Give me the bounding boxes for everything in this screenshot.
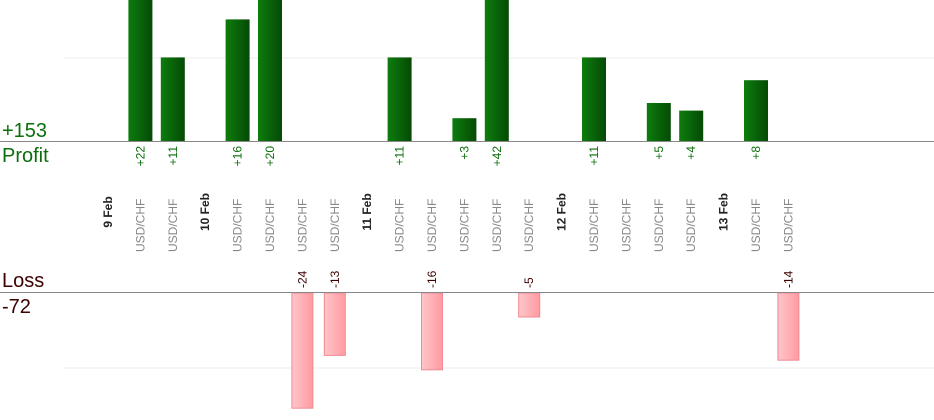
profit-value-label: +20 — [263, 146, 277, 167]
loss-bar — [777, 292, 800, 361]
tick-label: USD/CHF — [587, 199, 601, 252]
tick-label: USD/CHF — [522, 199, 536, 252]
profit-value-label: +11 — [587, 146, 601, 166]
loss-value-label: -16 — [425, 270, 439, 288]
profit-bar — [484, 0, 509, 141]
tick-label: USD/CHF — [619, 199, 633, 252]
tick-label: USD/CHF — [749, 199, 763, 252]
tick-label: USD/CHF — [425, 199, 439, 252]
tick-label: USD/CHF — [684, 199, 698, 252]
profit-value-label: +5 — [652, 146, 666, 160]
loss-value-label: -13 — [328, 270, 342, 288]
tick-label: USD/CHF — [295, 199, 309, 252]
profit-bar — [646, 103, 671, 141]
tick-label: USD/CHF — [231, 199, 245, 252]
date-label: 10 Feb — [198, 193, 212, 231]
profit-value-label: +11 — [166, 146, 180, 166]
tick-label: USD/CHF — [457, 199, 471, 252]
profit-value-label: +3 — [457, 146, 471, 160]
profit-bar — [387, 57, 412, 141]
profit-bar — [258, 0, 282, 141]
loss-value-label: -24 — [295, 270, 309, 288]
profit-bar — [452, 118, 477, 141]
profit-value-label: +42 — [490, 146, 504, 167]
profit-value-label: +8 — [749, 146, 763, 160]
profit-value-label: +11 — [393, 146, 407, 166]
tick-label: USD/CHF — [393, 199, 407, 252]
profit-bar — [679, 110, 704, 141]
profit-bar — [128, 0, 153, 141]
profit-bar — [160, 57, 185, 141]
loss-bar — [323, 292, 346, 356]
loss-bar — [518, 292, 541, 318]
profit-bar — [582, 57, 606, 141]
tick-label: USD/CHF — [133, 199, 147, 252]
tick-label: USD/CHF — [328, 199, 342, 252]
date-label: 9 Feb — [101, 196, 115, 227]
tick-label: USD/CHF — [652, 199, 666, 252]
profit-label: Profit — [2, 145, 49, 167]
date-label: 11 Feb — [360, 193, 374, 230]
tick-label: USD/CHF — [781, 199, 795, 252]
date-label: 12 Feb — [555, 193, 569, 231]
profit-value-label: +4 — [684, 146, 698, 160]
profit-bar — [744, 80, 768, 141]
profit-value-label: +16 — [231, 146, 245, 167]
loss-label: Loss — [2, 270, 45, 292]
loss-total: -72 — [2, 296, 31, 318]
loss-value-label: -5 — [522, 277, 536, 288]
profit-value-label: +22 — [133, 146, 147, 167]
profit-bar — [225, 19, 250, 141]
tick-label: USD/CHF — [490, 199, 504, 252]
loss-value-label: -14 — [781, 270, 795, 288]
tick-label: USD/CHF — [263, 199, 277, 252]
loss-bar — [421, 292, 443, 371]
date-label: 13 Feb — [717, 193, 731, 231]
loss-bar — [291, 292, 314, 409]
tick-label: USD/CHF — [166, 199, 180, 252]
profit-total: +153 — [2, 120, 48, 142]
